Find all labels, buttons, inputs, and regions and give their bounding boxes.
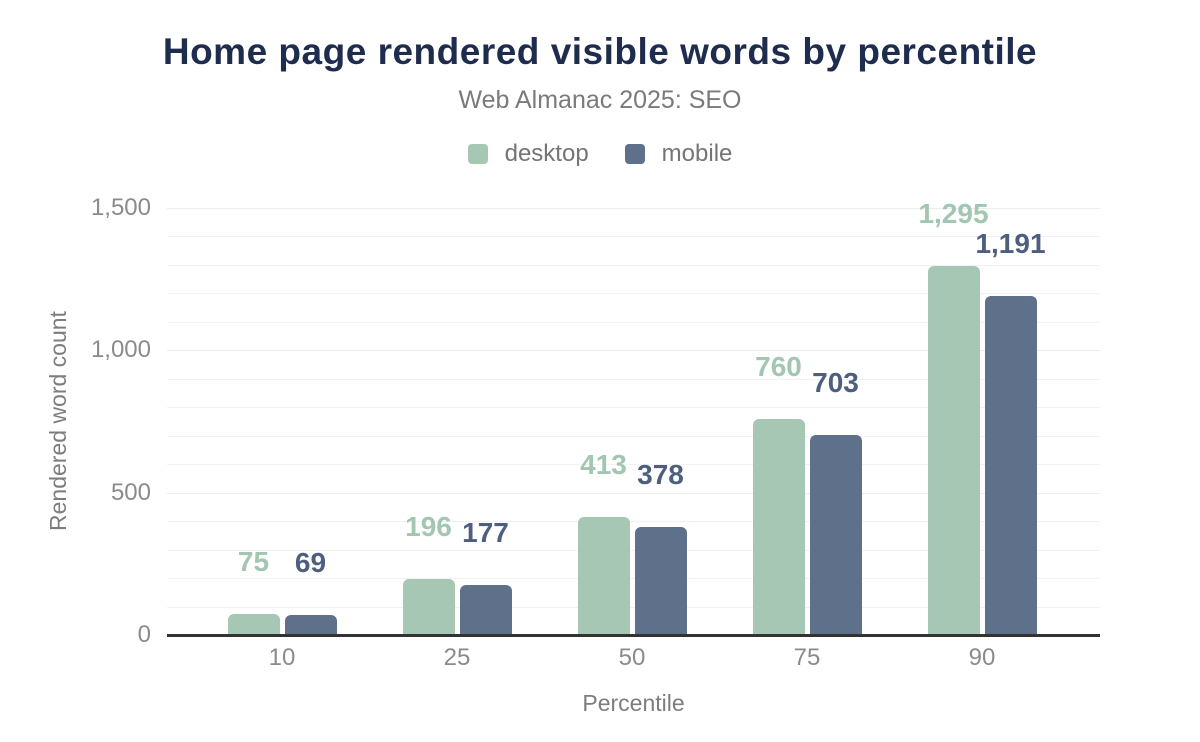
chart-subtitle: Web Almanac 2025: SEO [458, 86, 742, 114]
major-gridline [167, 350, 1100, 352]
minor-gridline [167, 464, 1100, 466]
x-axis-baseline [167, 634, 1100, 637]
y-tick-label: 0 [137, 621, 151, 648]
legend: desktop mobile [0, 142, 1200, 166]
mobile-swatch-icon [624, 144, 645, 164]
y-axis-title: Rendered word count [45, 311, 71, 531]
bar-value-label-mobile-p25: 177 [462, 516, 509, 548]
bar-desktop-p50[interactable] [577, 517, 630, 635]
bar-mobile-p75[interactable] [809, 434, 862, 635]
x-tick-label: 90 [968, 644, 996, 671]
bar-value-label-desktop-p50: 413 [580, 449, 627, 481]
bar-mobile-p90[interactable] [984, 295, 1037, 635]
bar-value-label-desktop-p75: 760 [755, 350, 802, 382]
bar-value-label-desktop-p90: 1,295 [918, 198, 989, 230]
bar-value-label-mobile-p50: 378 [637, 459, 684, 491]
minor-gridline [167, 264, 1100, 266]
minor-gridline [167, 606, 1100, 608]
bar-desktop-p10[interactable] [227, 613, 280, 635]
bar-value-label-mobile-p90: 1,191 [975, 227, 1046, 259]
major-gridline [167, 208, 1100, 209]
desktop-swatch-icon [467, 144, 488, 164]
bar-value-label-desktop-p25: 196 [405, 511, 452, 543]
bar-desktop-p75[interactable] [752, 418, 805, 635]
bar-mobile-p10[interactable] [284, 615, 337, 635]
minor-gridline [167, 236, 1100, 238]
y-tick-label: 500 [110, 478, 151, 506]
minor-gridline [167, 549, 1100, 551]
plot-area [167, 208, 1100, 635]
minor-gridline [167, 321, 1100, 323]
bar-value-label-mobile-p75: 703 [812, 366, 859, 398]
minor-gridline [167, 378, 1100, 380]
x-axis-title: Percentile [582, 690, 685, 716]
y-tick-label: 1,000 [90, 336, 151, 364]
minor-gridline [167, 521, 1100, 523]
minor-gridline [167, 435, 1100, 437]
chart-title: Home page rendered visible words by perc… [162, 31, 1038, 72]
x-tick-label: 75 [793, 644, 821, 671]
x-tick-label: 25 [443, 644, 471, 671]
major-gridline [167, 492, 1100, 494]
legend-label-mobile: mobile [661, 140, 733, 167]
bar-value-label-mobile-p10: 69 [294, 547, 327, 579]
legend-item-desktop[interactable]: desktop [467, 140, 589, 167]
legend-label-desktop: desktop [504, 140, 589, 167]
minor-gridline [167, 293, 1100, 295]
x-tick-label: 50 [618, 644, 646, 671]
minor-gridline [167, 407, 1100, 409]
bar-value-label-desktop-p10: 75 [237, 545, 270, 577]
bar-desktop-p90[interactable] [927, 266, 980, 635]
bar-desktop-p25[interactable] [402, 579, 455, 635]
bar-mobile-p50[interactable] [634, 527, 687, 635]
legend-item-mobile[interactable]: mobile [624, 140, 733, 167]
x-tick-label: 10 [268, 644, 296, 671]
minor-gridline [167, 578, 1100, 580]
bar-mobile-p25[interactable] [459, 584, 512, 635]
y-tick-label: 1,500 [90, 194, 151, 221]
